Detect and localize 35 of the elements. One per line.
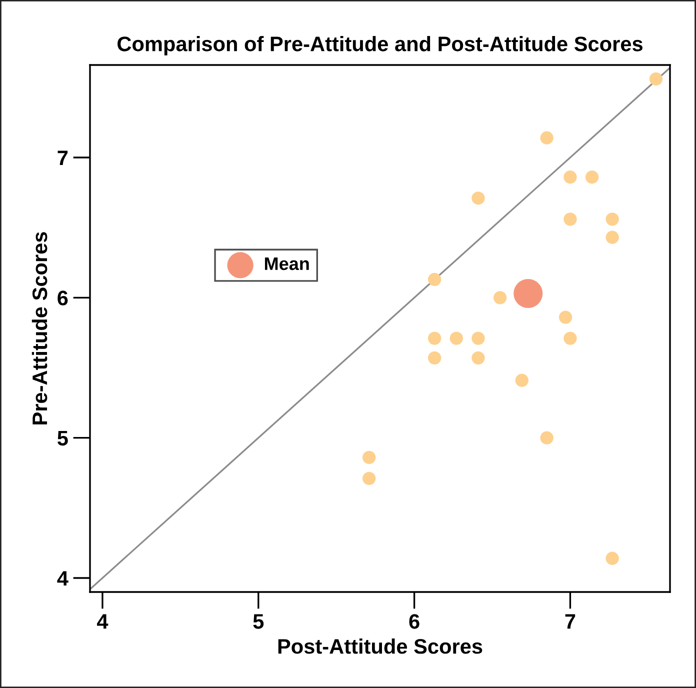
point bbox=[564, 170, 577, 184]
point bbox=[606, 230, 619, 244]
point bbox=[606, 552, 619, 565]
point bbox=[472, 192, 485, 205]
point bbox=[649, 72, 663, 86]
point bbox=[606, 212, 619, 226]
point bbox=[493, 291, 507, 304]
chart-title: Comparison of Pre-Attitude and Post-Attitude Scores bbox=[118, 36, 642, 56]
point bbox=[564, 212, 577, 226]
x-tick-label: 5 bbox=[253, 614, 264, 629]
point bbox=[472, 332, 485, 345]
legend-label: Mean bbox=[264, 258, 309, 270]
point bbox=[540, 131, 554, 144]
x-tick-label: 6 bbox=[409, 614, 420, 629]
point bbox=[362, 450, 376, 464]
x-axis-title: Post-Attitude Scores bbox=[278, 638, 482, 654]
point bbox=[472, 351, 485, 365]
point bbox=[362, 472, 376, 486]
point bbox=[450, 332, 463, 345]
point bbox=[428, 351, 442, 365]
x-tick-label: 7 bbox=[565, 614, 576, 629]
y-tick-label: 5 bbox=[58, 431, 68, 446]
y-tick-label: 4 bbox=[57, 571, 68, 586]
point bbox=[564, 332, 577, 345]
point bbox=[515, 374, 528, 387]
y-axis-title: Pre-Attitude Scores bbox=[32, 232, 48, 424]
y-tick-label: 6 bbox=[58, 290, 68, 306]
point bbox=[428, 272, 442, 286]
x-tick-label: 4 bbox=[96, 614, 108, 629]
y-tick-label: 7 bbox=[58, 150, 68, 166]
point bbox=[514, 278, 543, 308]
point bbox=[585, 170, 599, 184]
point bbox=[540, 431, 554, 444]
point bbox=[558, 310, 572, 324]
point bbox=[428, 332, 442, 345]
